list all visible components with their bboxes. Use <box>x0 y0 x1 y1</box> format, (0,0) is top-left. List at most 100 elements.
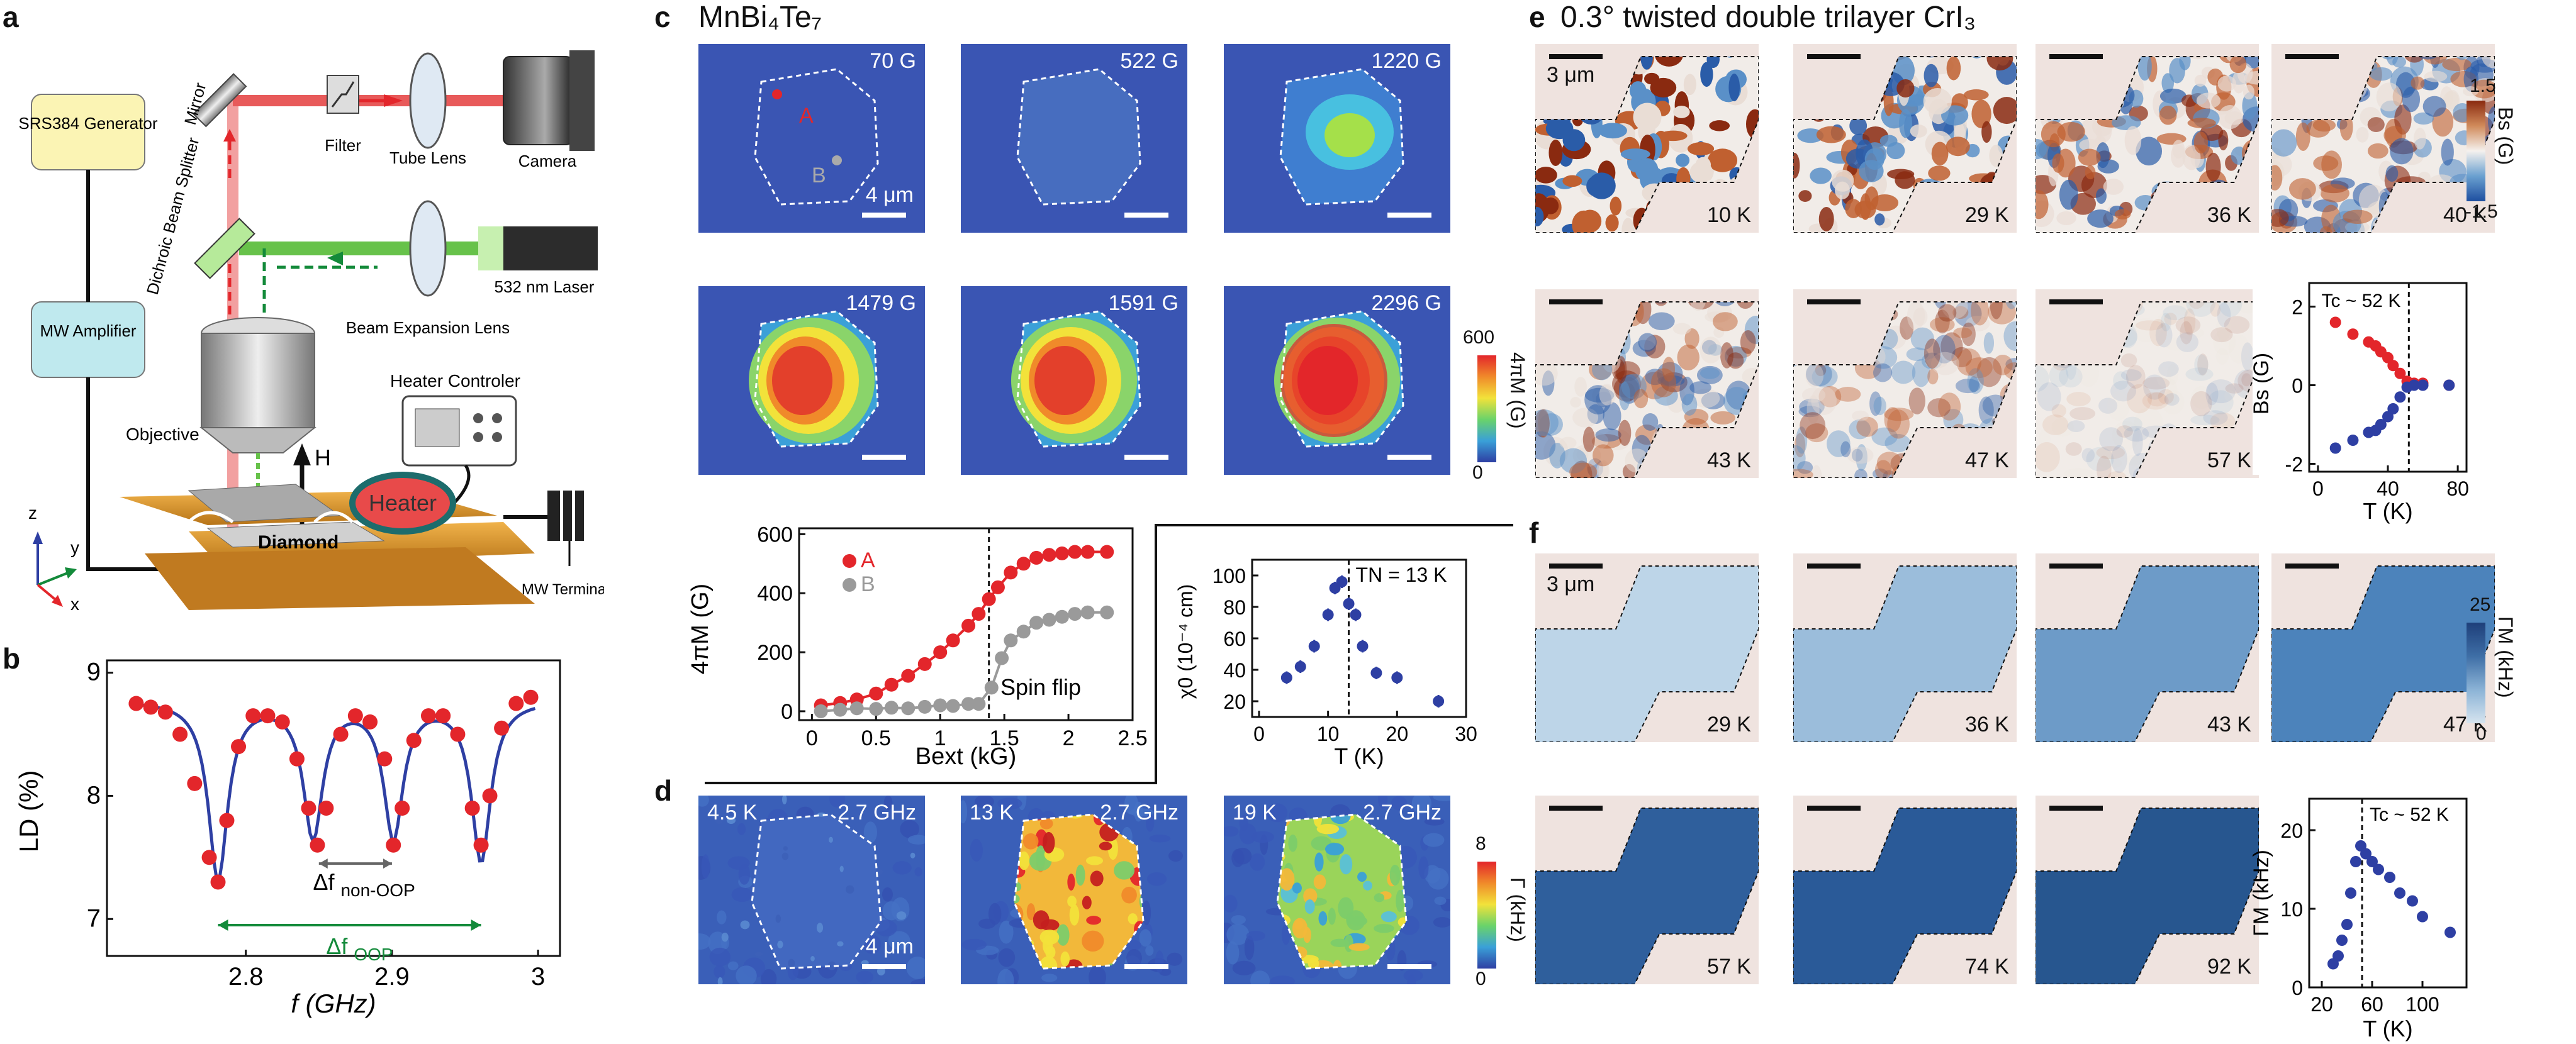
c-map-tile: 2296 G <box>1224 286 1450 475</box>
point-A <box>1055 546 1069 560</box>
data-point <box>2394 367 2406 379</box>
panel-label-d: d <box>654 774 673 807</box>
point-B <box>946 699 960 713</box>
terminator-label: MW Terminator <box>522 581 604 598</box>
y-tick-label: 100 <box>1212 565 1246 587</box>
scale-label: 4 μm <box>865 935 914 958</box>
point-A <box>946 633 960 648</box>
plot-frame <box>106 659 561 957</box>
data-point <box>482 788 498 804</box>
legend-b: B <box>861 572 875 596</box>
scale-bar <box>862 213 906 218</box>
point-B <box>884 701 899 715</box>
data-point <box>2329 442 2341 454</box>
point-A <box>1029 550 1044 565</box>
scale-bar <box>1124 213 1168 218</box>
e-tile-label: 47 K <box>1965 448 2009 472</box>
panel-label-c: c <box>654 1 671 33</box>
data-point <box>2336 935 2348 946</box>
f-map-tile: 74 K <box>1793 796 2017 984</box>
scale-bar <box>1549 299 1603 304</box>
e-map-tile: 40 K <box>2271 44 2495 233</box>
f-map-tile: 29 K 3 μm <box>1535 553 1759 742</box>
point-A <box>972 607 986 621</box>
point-A <box>1042 548 1056 562</box>
x-tick-label: 3 <box>531 963 545 991</box>
data-point <box>1280 672 1292 684</box>
x-tick-label: 20 <box>2310 993 2333 1016</box>
point-A <box>901 669 916 683</box>
e-colorbar-max: 1.5 <box>2470 75 2496 96</box>
scale-bar <box>2049 54 2103 59</box>
data-point <box>2360 848 2372 860</box>
scale-bar <box>1807 564 1861 569</box>
legend-a-marker <box>843 554 856 568</box>
data-point <box>143 699 159 715</box>
e-tile-label: 10 K <box>1707 203 1751 227</box>
filter-label: Filter <box>325 136 361 155</box>
point-B <box>1100 605 1114 619</box>
heater-label: Heater <box>369 490 437 516</box>
data-point <box>1308 640 1320 652</box>
x-tick-label: 0 <box>1253 723 1265 745</box>
d-colorbar <box>1477 862 1496 969</box>
point-B <box>849 701 864 716</box>
scale-bar <box>1549 54 1603 59</box>
d-tile-freq: 2.7 GHz <box>837 801 916 825</box>
y-axis-label: Bs (G) <box>2253 353 2273 414</box>
data-point <box>473 837 489 853</box>
point-A <box>1004 565 1018 580</box>
data-point <box>1357 640 1369 652</box>
scale-bar <box>1124 455 1168 460</box>
objective-label: Objective <box>126 425 199 444</box>
f-tile-label: 57 K <box>1707 955 1751 979</box>
x-tick-label: 20 <box>1386 723 1409 745</box>
point-A <box>1100 545 1114 559</box>
laser-label: 532 nm Laser <box>495 277 595 296</box>
data-point <box>260 708 276 724</box>
data-point <box>347 708 363 724</box>
d-tile-temp: 4.5 K <box>707 801 758 825</box>
scale-bar <box>862 964 906 969</box>
y-tick-label: 20 <box>1223 691 1246 713</box>
x-tick-label: 80 <box>2446 477 2469 500</box>
inset-bg <box>2253 277 2470 475</box>
x-tick-label: 0.5 <box>861 726 891 750</box>
data-point <box>406 733 422 748</box>
c-map-tile: 70 G A B 4 μm <box>698 44 925 233</box>
e-tile-label: 36 K <box>2207 203 2251 227</box>
data-point <box>2384 872 2395 883</box>
f-tile-label: 43 K <box>2207 713 2251 736</box>
oop-sub: OOP <box>354 945 393 964</box>
data-point <box>2387 360 2399 372</box>
y-tick-label: 0 <box>2292 977 2303 999</box>
point-A <box>933 645 948 660</box>
y-tick-label: 9 <box>87 658 101 686</box>
setup-diagram: SRS384 Generator MW Amplifier Mirror Fil… <box>18 50 604 614</box>
x-axis-label: T (K) <box>2363 1016 2412 1041</box>
data-point <box>2407 895 2418 907</box>
dichroic-label: Dichroic Beam Splitter <box>143 135 203 297</box>
data-point <box>219 813 235 828</box>
x-axis-label: T (K) <box>1334 743 1384 769</box>
data-point <box>362 714 378 730</box>
d-tile-temp: 13 K <box>970 801 1014 825</box>
panel-label-f: f <box>1529 516 1539 549</box>
point-A <box>990 580 1005 594</box>
data-point <box>1350 609 1362 621</box>
point-B <box>1068 607 1082 621</box>
panel-c-title: MnBi₄Te₇ <box>698 1 822 34</box>
y-axis-label: ΓM (kHz) <box>2253 850 2273 936</box>
data-point <box>1433 696 1445 707</box>
d-tile-temp: 19 K <box>1233 801 1277 825</box>
scale-bar <box>1807 806 1861 811</box>
camera-label: Camera <box>518 152 577 170</box>
data-point <box>386 837 401 853</box>
x-tick-label: 1.5 <box>990 726 1019 750</box>
data-point <box>2375 419 2387 430</box>
scale-bar <box>1387 213 1431 218</box>
data-point <box>2350 856 2361 867</box>
e-map-tile: 36 K <box>2036 44 2259 233</box>
x-tick-label: 1 <box>934 726 946 750</box>
panel-label-a: a <box>3 1 19 33</box>
